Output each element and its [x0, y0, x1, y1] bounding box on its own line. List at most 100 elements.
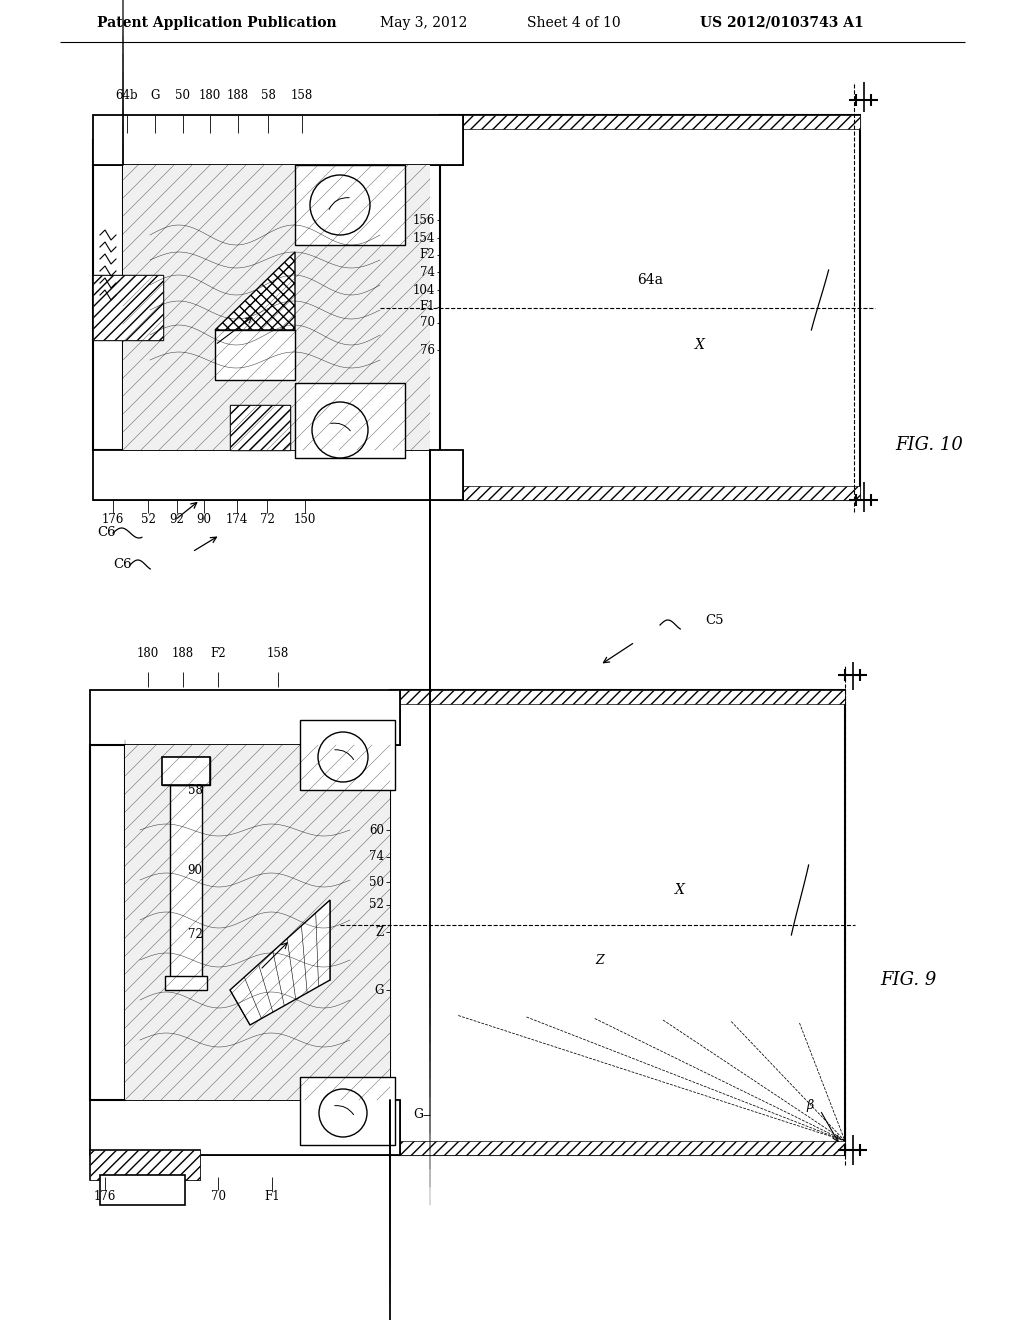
Text: 188: 188: [172, 647, 195, 660]
Circle shape: [319, 1089, 367, 1137]
Bar: [90, 690, 400, 744]
Text: 64b: 64b: [116, 88, 138, 102]
Text: 64a: 64a: [637, 273, 663, 286]
Text: 72: 72: [259, 513, 274, 525]
Circle shape: [310, 176, 370, 235]
Text: C6: C6: [97, 527, 116, 540]
Text: US 2012/0103743 A1: US 2012/0103743 A1: [700, 16, 864, 30]
Text: F1: F1: [420, 301, 435, 314]
Bar: [170, 785, 202, 979]
Text: 90: 90: [187, 863, 203, 876]
Text: 104: 104: [413, 284, 435, 297]
Text: May 3, 2012: May 3, 2012: [380, 16, 467, 30]
Bar: [440, 115, 860, 500]
Text: X: X: [675, 883, 685, 898]
Text: 74: 74: [420, 265, 435, 279]
Bar: [295, 383, 406, 458]
Text: 154: 154: [413, 231, 435, 244]
Text: 58: 58: [187, 784, 203, 796]
Bar: [93, 115, 463, 165]
Bar: [90, 1100, 400, 1155]
Polygon shape: [123, 165, 430, 450]
Bar: [93, 275, 163, 341]
Text: Z: Z: [376, 925, 384, 939]
Text: 52: 52: [140, 513, 156, 525]
Text: 52: 52: [369, 899, 384, 912]
Bar: [390, 1140, 845, 1155]
Bar: [300, 1077, 395, 1144]
Text: FIG. 9: FIG. 9: [880, 972, 936, 989]
Bar: [295, 383, 406, 458]
Bar: [90, 1150, 200, 1180]
Text: Sheet 4 of 10: Sheet 4 of 10: [527, 16, 621, 30]
Polygon shape: [125, 744, 390, 1100]
Bar: [93, 140, 123, 450]
Text: 156: 156: [413, 214, 435, 227]
Text: 158: 158: [291, 88, 313, 102]
Bar: [162, 756, 210, 785]
Text: 150: 150: [294, 513, 316, 525]
Text: Patent Application Publication: Patent Application Publication: [97, 16, 337, 30]
Text: G: G: [151, 88, 160, 102]
Bar: [215, 330, 295, 380]
Bar: [300, 719, 395, 789]
Circle shape: [312, 403, 368, 458]
Bar: [100, 1175, 185, 1205]
Bar: [170, 785, 202, 979]
Bar: [93, 275, 163, 341]
Bar: [90, 1100, 400, 1155]
Bar: [90, 1150, 200, 1180]
Bar: [90, 690, 400, 744]
Bar: [230, 405, 290, 450]
Bar: [93, 115, 463, 165]
Bar: [295, 165, 406, 246]
Text: X: X: [695, 338, 705, 352]
Text: 92: 92: [170, 513, 184, 525]
Text: 180: 180: [199, 88, 221, 102]
Text: 158: 158: [267, 647, 289, 660]
Bar: [440, 115, 860, 129]
Bar: [215, 330, 295, 380]
Text: F1: F1: [264, 1191, 280, 1203]
Polygon shape: [215, 252, 295, 330]
Bar: [90, 744, 125, 1100]
Text: C6: C6: [113, 558, 132, 572]
Text: 70: 70: [420, 317, 435, 330]
Bar: [93, 450, 463, 500]
Text: G: G: [375, 983, 384, 997]
Circle shape: [318, 733, 368, 781]
Bar: [390, 690, 845, 1155]
Text: 90: 90: [197, 513, 212, 525]
Bar: [300, 1077, 395, 1144]
Text: C5: C5: [705, 614, 724, 627]
Text: 50: 50: [369, 875, 384, 888]
Bar: [295, 165, 406, 246]
Bar: [93, 140, 123, 450]
Text: Z: Z: [596, 953, 604, 966]
Text: G: G: [413, 1109, 423, 1122]
Bar: [440, 486, 860, 500]
Bar: [165, 975, 207, 990]
Text: 188: 188: [227, 88, 249, 102]
Text: 74: 74: [369, 850, 384, 863]
Text: β: β: [806, 1098, 814, 1111]
Text: FIG. 10: FIG. 10: [895, 436, 963, 454]
Text: 70: 70: [211, 1191, 225, 1203]
Bar: [230, 405, 290, 450]
Polygon shape: [230, 900, 330, 1026]
Bar: [162, 756, 210, 785]
Bar: [300, 719, 395, 789]
Text: 180: 180: [137, 647, 159, 660]
Text: 176: 176: [101, 513, 124, 525]
Text: 60: 60: [369, 824, 384, 837]
Text: 176: 176: [94, 1191, 116, 1203]
Text: F2: F2: [420, 248, 435, 261]
Text: 50: 50: [175, 88, 190, 102]
Bar: [390, 690, 845, 704]
Text: 174: 174: [226, 513, 248, 525]
Bar: [90, 744, 125, 1100]
Text: F2: F2: [210, 647, 226, 660]
Text: 58: 58: [260, 88, 275, 102]
Bar: [93, 450, 463, 500]
Text: 72: 72: [187, 928, 203, 941]
